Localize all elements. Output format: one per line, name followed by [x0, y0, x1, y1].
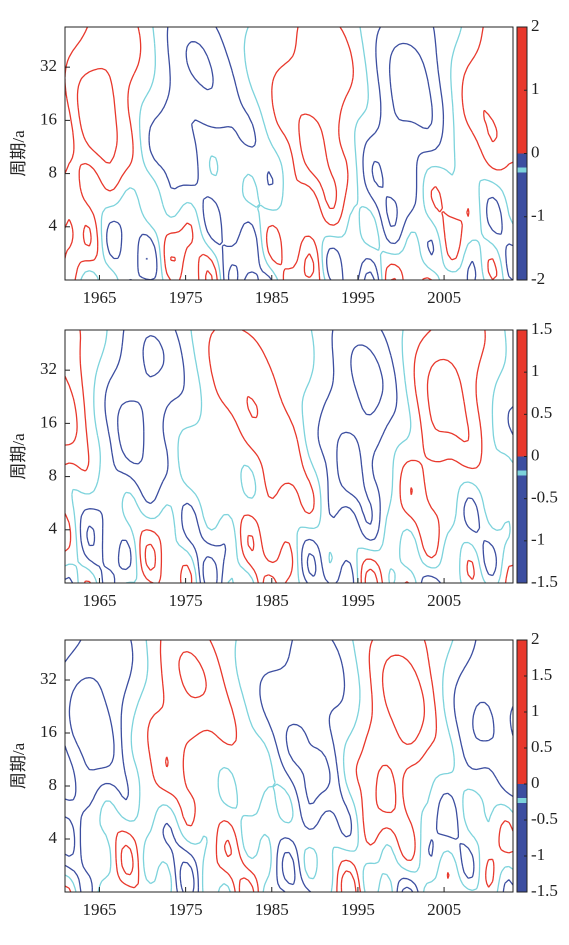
x-tick-label: 1985 — [255, 591, 289, 610]
plot-frame — [64, 26, 514, 281]
y-tick-label: 4 — [49, 828, 58, 847]
y-axis-label: 周期/a — [9, 742, 28, 789]
y-axis-label: 周期/a — [9, 130, 28, 177]
x-tick-label: 1975 — [169, 900, 203, 919]
x-tick-label: 2005 — [427, 591, 461, 610]
contours — [65, 330, 513, 583]
contour-line — [65, 640, 513, 892]
contour-line — [106, 27, 513, 280]
y-axis-label: 周期/a — [9, 433, 28, 480]
panel: 1965 1975 1985 1995 2005 4 8 16 32 周期/a -1.5 -1 -0.5… — [9, 629, 558, 919]
y-tick-label: 8 — [49, 162, 58, 181]
x-tick-label: 1965 — [82, 591, 116, 610]
colorbar-tick-label: -2 — [531, 269, 545, 288]
y-tick-label: 32 — [40, 669, 57, 688]
x-tick-label: 1965 — [82, 288, 116, 307]
y-tick-label: 4 — [49, 216, 58, 235]
contour-line — [65, 676, 495, 892]
contour-line — [65, 640, 513, 892]
colorbar-tick-label: 0 — [531, 773, 540, 792]
contour-line — [145, 41, 433, 280]
panel: 1965 1975 1985 1995 2005 4 8 16 32 周期/a -2 -1 0 1 2 — [9, 16, 545, 307]
colorbar-negative — [517, 456, 527, 583]
colorbar-zero — [517, 470, 527, 476]
colorbar-tick-label: 0 — [531, 445, 540, 464]
y-tick-label: 16 — [40, 722, 57, 741]
colorbar-tick-label: -0.5 — [531, 809, 558, 828]
x-tick-label: 2005 — [427, 288, 461, 307]
colorbar-tick-label: -1 — [531, 206, 545, 225]
contour-line — [65, 330, 513, 583]
y-tick-label: 16 — [40, 412, 57, 431]
contours — [65, 27, 513, 280]
contour-line — [65, 358, 470, 583]
y-tick-label: 8 — [49, 465, 58, 484]
y-tick-label: 32 — [40, 56, 57, 75]
x-tick-label: 1995 — [341, 900, 375, 919]
colorbar-tick-label: 0 — [531, 142, 540, 161]
contour-line — [65, 640, 513, 892]
contours — [65, 640, 513, 892]
colorbar-tick-label: 1.5 — [531, 665, 552, 684]
colorbar-tick-label: 1 — [531, 361, 540, 380]
colorbar-tick-label: 1.5 — [531, 319, 552, 338]
y-tick-label: 4 — [49, 519, 58, 538]
y-tick-label: 32 — [40, 359, 57, 378]
x-tick-label: 1975 — [169, 591, 203, 610]
contour-line — [80, 27, 513, 280]
contour-line — [76, 67, 498, 280]
colorbar-zero — [517, 798, 527, 803]
colorbar-tick-label: -1 — [531, 530, 545, 549]
colorbar-zero — [517, 167, 527, 173]
colorbar-tick-label: -0.5 — [531, 488, 558, 507]
x-tick-label: 1985 — [255, 288, 289, 307]
x-tick-label: 1995 — [341, 591, 375, 610]
colorbar-negative — [517, 784, 527, 892]
colorbar-tick-label: 1 — [531, 701, 540, 720]
x-tick-label: 1975 — [169, 288, 203, 307]
y-tick-label: 16 — [40, 109, 57, 128]
plot-frame — [64, 639, 514, 893]
x-tick-label: 2005 — [427, 900, 461, 919]
colorbar-tick-label: 1 — [531, 79, 540, 98]
colorbar-positive — [517, 27, 527, 154]
x-tick-label: 1995 — [341, 288, 375, 307]
contour-line — [65, 330, 513, 583]
colorbar-tick-label: -1 — [531, 845, 545, 864]
colorbar-tick-label: -1.5 — [531, 572, 558, 591]
y-tick-label: 8 — [49, 775, 58, 794]
x-tick-label: 1985 — [255, 900, 289, 919]
panel: 1965 1975 1985 1995 2005 4 8 16 32 周期/a -1.5 -1 -0.5… — [9, 319, 558, 610]
x-tick-label: 1965 — [82, 900, 116, 919]
colorbar-positive — [517, 330, 527, 457]
contour-line — [120, 650, 426, 892]
colorbar-frame — [516, 639, 528, 893]
colorbar-tick-label: 2 — [531, 16, 540, 35]
colorbar-positive — [517, 640, 527, 784]
contour-line — [65, 330, 513, 583]
colorbar-tick-label: 2 — [531, 629, 540, 648]
plot-frame — [64, 329, 514, 584]
colorbar-tick-label: -1.5 — [531, 881, 558, 900]
colorbar-tick-label: 0.5 — [531, 403, 552, 422]
colorbar-tick-label: 0.5 — [531, 737, 552, 756]
contour-line — [86, 334, 384, 583]
contour-line — [65, 27, 513, 280]
colorbar-negative — [517, 153, 527, 280]
